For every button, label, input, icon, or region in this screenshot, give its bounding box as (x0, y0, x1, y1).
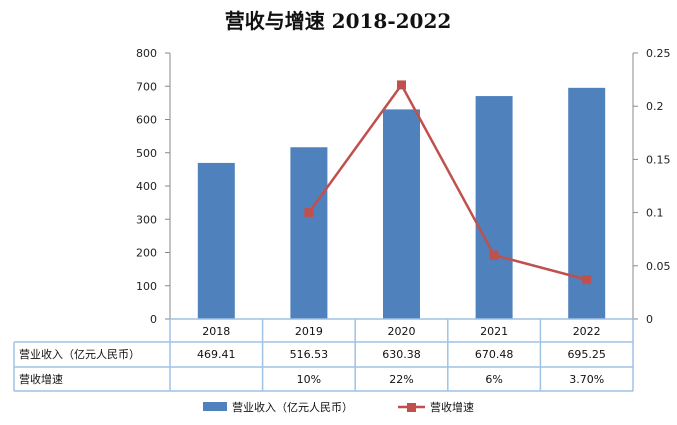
growth-point (489, 250, 499, 260)
bar (290, 147, 328, 319)
right-tick-label: 0.15 (646, 153, 671, 166)
legend-marker-growth (407, 403, 416, 412)
left-tick-label: 0 (150, 313, 157, 326)
table-header-cell: 2022 (573, 325, 601, 338)
table-cell: 469.41 (197, 348, 236, 361)
right-tick-label: 0 (646, 313, 653, 326)
table-row-label: 营收增速 (19, 372, 63, 386)
right-tick-label: 0.2 (646, 100, 664, 113)
bar (475, 96, 513, 319)
table-header-cell: 2020 (388, 325, 416, 338)
table-cell: 670.48 (475, 348, 514, 361)
growth-point (397, 80, 406, 90)
table-cell: 516.53 (290, 348, 329, 361)
left-tick-label: 300 (136, 213, 157, 226)
left-tick-label: 500 (136, 147, 157, 160)
table-header-cell: 2018 (202, 325, 230, 338)
left-tick-label: 600 (136, 114, 157, 127)
table-cell: 695.25 (567, 348, 606, 361)
right-tick-label: 0.05 (646, 260, 671, 273)
table-cell: 3.70% (569, 373, 604, 386)
table-cell: 6% (485, 373, 502, 386)
bar (383, 109, 420, 319)
left-tick-label: 400 (136, 180, 157, 193)
table-cell: 22% (389, 373, 413, 386)
left-tick-label: 700 (136, 80, 157, 93)
legend-label-revenue: 营业收入（亿元人民币） (232, 400, 353, 414)
table-cell: 10% (297, 373, 321, 386)
table-header-cell: 2021 (480, 325, 508, 338)
left-tick-label: 200 (136, 247, 157, 260)
table-row-label: 营业收入（亿元人民币） (19, 347, 140, 361)
right-tick-label: 0.25 (646, 47, 671, 60)
table-header-cell: 2019 (295, 325, 323, 338)
legend-label-growth: 营收增速 (430, 400, 474, 414)
bar (568, 87, 606, 319)
legend-swatch-revenue (203, 402, 227, 411)
chart-title: 营收与增速 2018-2022 (225, 9, 452, 33)
left-tick-label: 800 (136, 47, 157, 60)
bar (197, 162, 235, 319)
left-tick-label: 100 (136, 280, 157, 293)
right-tick-label: 0.1 (646, 207, 664, 220)
growth-point (304, 208, 314, 218)
growth-line (307, 82, 588, 281)
growth-point (582, 275, 592, 285)
table-cell: 630.38 (382, 348, 421, 361)
